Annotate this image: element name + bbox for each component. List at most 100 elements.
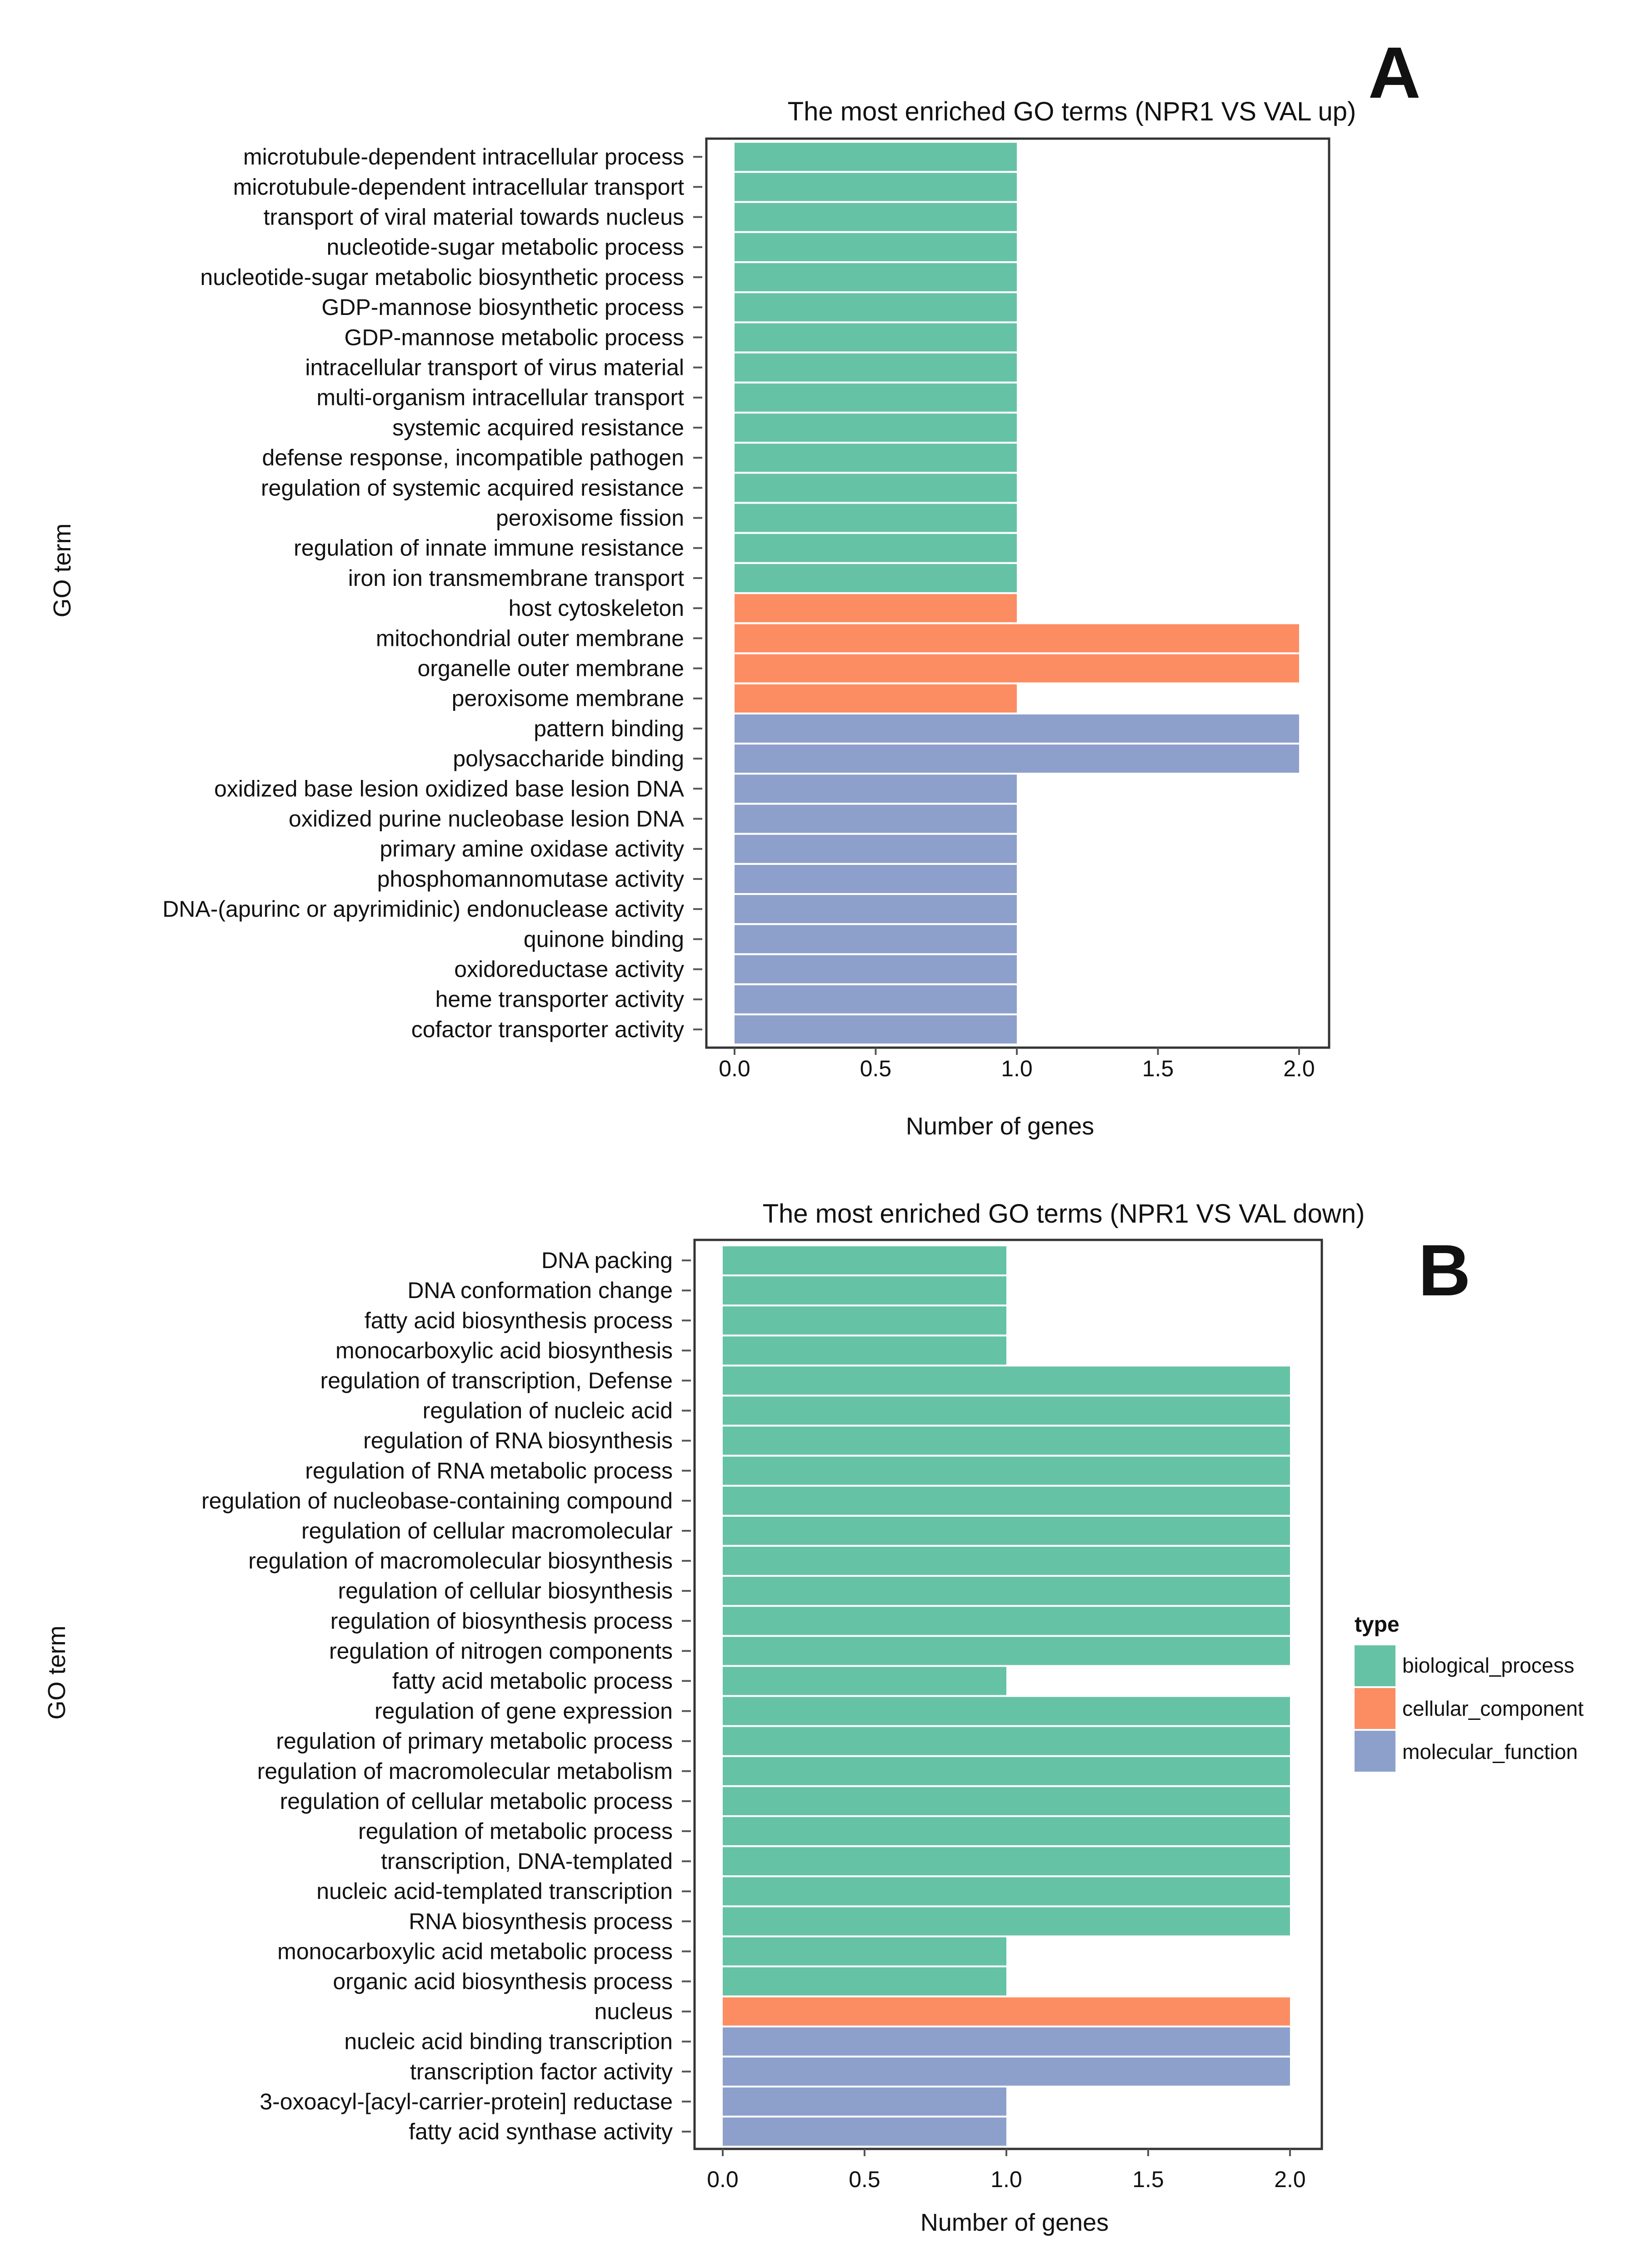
chart-a-category-label: phosphomannomutase activity [377,866,684,892]
panel-label-b: B [1418,1229,1471,1311]
legend: type biological_process cellular_compone… [1355,1613,1584,1772]
chart-b-category-label: regulation of primary metabolic process [276,1728,673,1754]
chart-a-category-label: defense response, incompatible pathogen [262,445,684,470]
chart-a-category-label: mitochondrial outer membrane [376,625,684,651]
chart-b-category-label: nucleic acid-templated transcription [316,1878,673,1904]
chart-b-category-label: transcription, DNA-templated [381,1848,673,1874]
chart-a-category-label: microtubule-dependent intracellular tran… [233,174,684,200]
chart-b-category-label: transcription factor activity [410,2059,673,2084]
legend-swatch-molecular-function [1355,1731,1395,1772]
chart-a-category-label: oxidized purine nucleobase lesion DNA [289,806,685,832]
chart-b-category-label: DNA conformation change [407,1278,673,1303]
chart-b-category-label: regulation of transcription, Defense [320,1368,673,1394]
chart-b-bar [723,1847,1290,1876]
chart-a-category-label: polysaccharide binding [453,746,684,771]
chart-a-xtick-label: 0.5 [860,1056,892,1081]
chart-b-category-label: regulation of nitrogen components [329,1638,673,1664]
chart-b-ylabel: GO term [43,1625,70,1719]
chart-b-category-label: regulation of RNA biosynthesis [363,1428,673,1454]
chart-b-category-label: regulation of cellular macromolecular [301,1518,673,1544]
chart-b-xlabel: Number of genes [920,2209,1109,2236]
chart-a-category-label: transport of viral material towards nucl… [264,205,684,230]
chart-a-xtick-label: 1.5 [1142,1056,1174,1081]
chart-b-category-label: fatty acid metabolic process [392,1668,673,1694]
chart-b-bar [723,1547,1290,1575]
chart-b-xtick-label: 1.5 [1132,2167,1164,2192]
chart-b-category-labels: DNA packing DNA conformation change fatty … [201,1248,691,2144]
legend-label-molecular-function: molecular_function [1402,1740,1578,1763]
chart-a-bar [735,474,1017,502]
chart-a-category-label: iron ion transmembrane transport [348,565,684,591]
chart-a-category-label: systemic acquired resistance [392,415,684,440]
chart-a-category-label: organelle outer membrane [418,656,684,681]
chart-b-bar [723,1937,1006,1966]
chart-a-category-label: quinone binding [524,926,684,952]
chart-a-xtick-label: 1.0 [1001,1056,1033,1081]
chart-a-category-label: oxidoreductase activity [454,957,684,982]
chart-a-category-label: peroxisome fission [496,505,684,531]
chart-b-category-label: regulation of nucleic acid [423,1398,673,1424]
chart-b-bar [723,1426,1290,1455]
chart-b-category-label: regulation of RNA metabolic process [305,1458,673,1484]
chart-a-category-label: pattern binding [534,716,684,741]
chart-a-bar [735,263,1017,291]
chart-a-xlabel: Number of genes [906,1113,1094,1140]
chart-a-bar [735,203,1017,231]
chart-a-category-label: peroxisome membrane [452,686,684,711]
chart-a-bar [735,143,1017,171]
chart-b-bar [723,2027,1290,2056]
panel-label-a: A [1368,32,1421,113]
chart-a-category-label: host cytoskeleton [509,595,684,621]
chart-b-bar [723,2057,1290,2086]
chart-a-bar [735,684,1017,713]
chart-b-bar [723,1637,1290,1665]
chart-b-bar [723,1787,1290,1815]
chart-b-category-label: regulation of macromolecular metabolism [257,1758,673,1784]
chart-b-xtick-label: 0.5 [849,2167,880,2192]
chart-a-bar [735,925,1017,954]
chart-a-bar [735,233,1017,261]
chart-b-category-label: regulation of cellular biosynthesis [338,1578,673,1604]
chart-a-bar [735,594,1017,623]
chart-b-bar [723,1456,1290,1485]
chart-a-bar [735,714,1299,743]
chart-b-bar [723,1877,1290,1906]
chart-a-bar [735,654,1299,683]
chart-a: A The most enriched GO terms (NPR1 VS VA… [49,32,1421,1140]
chart-b-bar [723,1997,1290,2026]
chart-a-category-label: regulation of systemic acquired resistan… [261,475,684,500]
chart-b-category-label: 3-oxoacyl-[acyl-carrier-protein] reducta… [260,2089,673,2114]
legend-label-biological-process: biological_process [1402,1654,1574,1677]
chart-a-bar [735,383,1017,412]
chart-a-category-label: primary amine oxidase activity [380,836,684,862]
chart-b-category-label: fatty acid biosynthesis process [365,1308,673,1333]
chart-a-title: The most enriched GO terms (NPR1 VS VAL … [788,97,1356,126]
chart-a-bar [735,564,1017,592]
chart-b-category-label: regulation of metabolic process [358,1818,673,1844]
chart-b-bar [723,1577,1290,1605]
chart-b-category-label: RNA biosynthesis process [409,1908,673,1934]
chart-a-category-labels: microtubule-dependent intracellular proc… [162,144,702,1042]
chart-a-x-ticks: 0.0 0.5 1.0 1.5 2.0 [719,1048,1315,1081]
chart-a-bar [735,864,1017,893]
chart-a-bar [735,413,1017,442]
chart-b-bar [723,1607,1290,1635]
chart-b-category-label: regulation of gene expression [375,1699,673,1724]
chart-b-bar [723,2117,1006,2146]
chart-b-category-label: fatty acid synthase activity [409,2119,673,2144]
chart-b-bar [723,1907,1290,1936]
chart-b-category-label: regulation of nucleobase-containing comp… [201,1488,673,1514]
chart-a-category-label: oxidized base lesion oxidized base lesio… [214,776,685,801]
chart-b: B The most enriched GO terms (NPR1 VS VA… [43,1199,1471,2236]
chart-b-bar [723,1517,1290,1545]
chart-a-ylabel: GO term [49,523,76,617]
chart-b-category-label: organic acid biosynthesis process [333,1968,673,1994]
chart-a-bar [735,985,1017,1014]
chart-a-bar [735,353,1017,382]
chart-b-category-label: DNA packing [541,1248,673,1273]
chart-a-bar [735,744,1299,773]
chart-b-category-label: regulation of biosynthesis process [330,1608,673,1634]
chart-a-category-label: regulation of innate immune resistance [294,535,684,561]
chart-a-bar [735,534,1017,562]
